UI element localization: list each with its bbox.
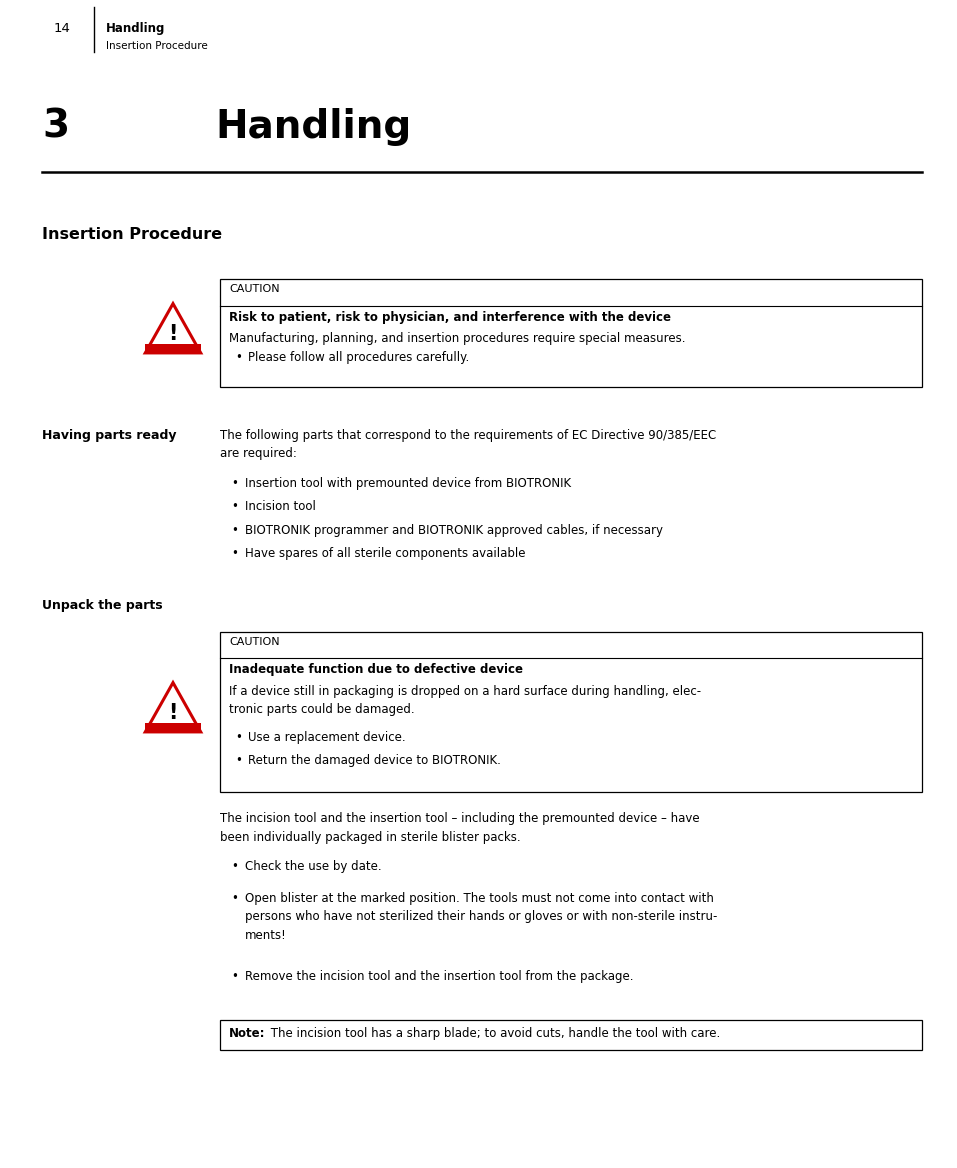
Text: The following parts that correspond to the requirements of EC Directive 90/385/E: The following parts that correspond to t… — [220, 429, 716, 460]
Text: !: ! — [168, 324, 178, 343]
Text: Please follow all procedures carefully.: Please follow all procedures carefully. — [248, 350, 469, 363]
Text: •: • — [231, 523, 238, 536]
Text: Insertion Procedure: Insertion Procedure — [42, 227, 222, 242]
Text: Handling: Handling — [106, 22, 166, 35]
Text: Inadequate function due to defective device: Inadequate function due to defective dev… — [229, 663, 523, 676]
Text: Unpack the parts: Unpack the parts — [42, 598, 163, 612]
Text: Risk to patient, risk to physician, and interference with the device: Risk to patient, risk to physician, and … — [229, 311, 671, 324]
Text: !: ! — [168, 703, 178, 723]
Text: BIOTRONIK programmer and BIOTRONIK approved cables, if necessary: BIOTRONIK programmer and BIOTRONIK appro… — [245, 523, 663, 536]
Text: Having parts ready: Having parts ready — [42, 429, 176, 442]
Text: •: • — [235, 730, 242, 744]
Text: Open blister at the marked position. The tools must not come into contact with
p: Open blister at the marked position. The… — [245, 891, 718, 941]
Text: Handling: Handling — [215, 107, 412, 146]
Text: If a device still in packaging is dropped on a hard surface during handling, ele: If a device still in packaging is droppe… — [229, 684, 701, 716]
Polygon shape — [145, 343, 201, 353]
Text: •: • — [235, 755, 242, 767]
FancyBboxPatch shape — [220, 279, 922, 387]
Text: Have spares of all sterile components available: Have spares of all sterile components av… — [245, 547, 525, 559]
FancyBboxPatch shape — [220, 1020, 922, 1050]
Polygon shape — [145, 723, 201, 732]
Text: •: • — [231, 477, 238, 489]
Text: •: • — [231, 547, 238, 559]
Text: Remove the incision tool and the insertion tool from the package.: Remove the incision tool and the inserti… — [245, 969, 634, 983]
Text: Incision tool: Incision tool — [245, 500, 316, 513]
Text: The incision tool has a sharp blade; to avoid cuts, handle the tool with care.: The incision tool has a sharp blade; to … — [267, 1027, 721, 1040]
Text: •: • — [231, 969, 238, 983]
Text: Insertion Procedure: Insertion Procedure — [106, 41, 208, 51]
Text: Check the use by date.: Check the use by date. — [245, 860, 382, 872]
Text: Return the damaged device to BIOTRONIK.: Return the damaged device to BIOTRONIK. — [248, 755, 501, 767]
Text: Use a replacement device.: Use a replacement device. — [248, 730, 406, 744]
Text: •: • — [231, 891, 238, 904]
Text: 14: 14 — [54, 22, 71, 35]
Text: Manufacturing, planning, and insertion procedures require special measures.: Manufacturing, planning, and insertion p… — [229, 332, 685, 345]
Text: 3: 3 — [42, 107, 69, 146]
Text: CAUTION: CAUTION — [229, 284, 279, 294]
Text: •: • — [231, 500, 238, 513]
Text: •: • — [231, 860, 238, 872]
Text: The incision tool and the insertion tool – including the premounted device – hav: The incision tool and the insertion tool… — [220, 812, 700, 843]
Text: Note:: Note: — [229, 1027, 265, 1040]
Text: •: • — [235, 350, 242, 363]
FancyBboxPatch shape — [220, 632, 922, 792]
Text: Insertion tool with premounted device from BIOTRONIK: Insertion tool with premounted device fr… — [245, 477, 571, 489]
Text: CAUTION: CAUTION — [229, 637, 279, 647]
